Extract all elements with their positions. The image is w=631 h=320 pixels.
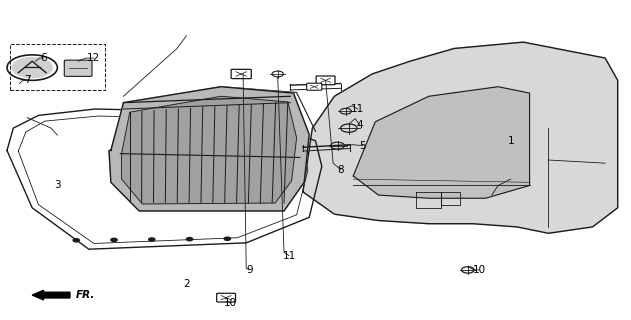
FancyBboxPatch shape <box>316 76 335 85</box>
FancyBboxPatch shape <box>216 293 235 302</box>
Polygon shape <box>353 87 529 198</box>
Text: FR.: FR. <box>76 290 96 300</box>
Polygon shape <box>303 42 618 233</box>
Circle shape <box>12 57 52 78</box>
Circle shape <box>149 238 155 241</box>
Text: 8: 8 <box>338 164 344 174</box>
Text: 6: 6 <box>40 53 47 63</box>
Text: 9: 9 <box>246 265 252 275</box>
Text: 7: 7 <box>24 75 30 85</box>
Circle shape <box>224 237 230 240</box>
Text: 11: 11 <box>283 251 296 260</box>
Text: 5: 5 <box>360 141 366 151</box>
Text: 1: 1 <box>507 136 514 146</box>
Circle shape <box>186 237 192 241</box>
Text: 11: 11 <box>351 104 364 114</box>
FancyBboxPatch shape <box>231 69 251 79</box>
Text: 2: 2 <box>183 279 190 289</box>
Text: 10: 10 <box>224 298 237 308</box>
FancyBboxPatch shape <box>64 60 92 76</box>
Circle shape <box>73 239 80 242</box>
Text: 4: 4 <box>357 120 363 130</box>
Circle shape <box>111 238 117 242</box>
FancyArrow shape <box>32 290 70 300</box>
Text: 12: 12 <box>87 53 100 63</box>
Text: 10: 10 <box>473 265 486 275</box>
Polygon shape <box>109 87 309 211</box>
Polygon shape <box>122 96 297 204</box>
Text: 3: 3 <box>54 180 61 190</box>
FancyBboxPatch shape <box>307 83 322 90</box>
